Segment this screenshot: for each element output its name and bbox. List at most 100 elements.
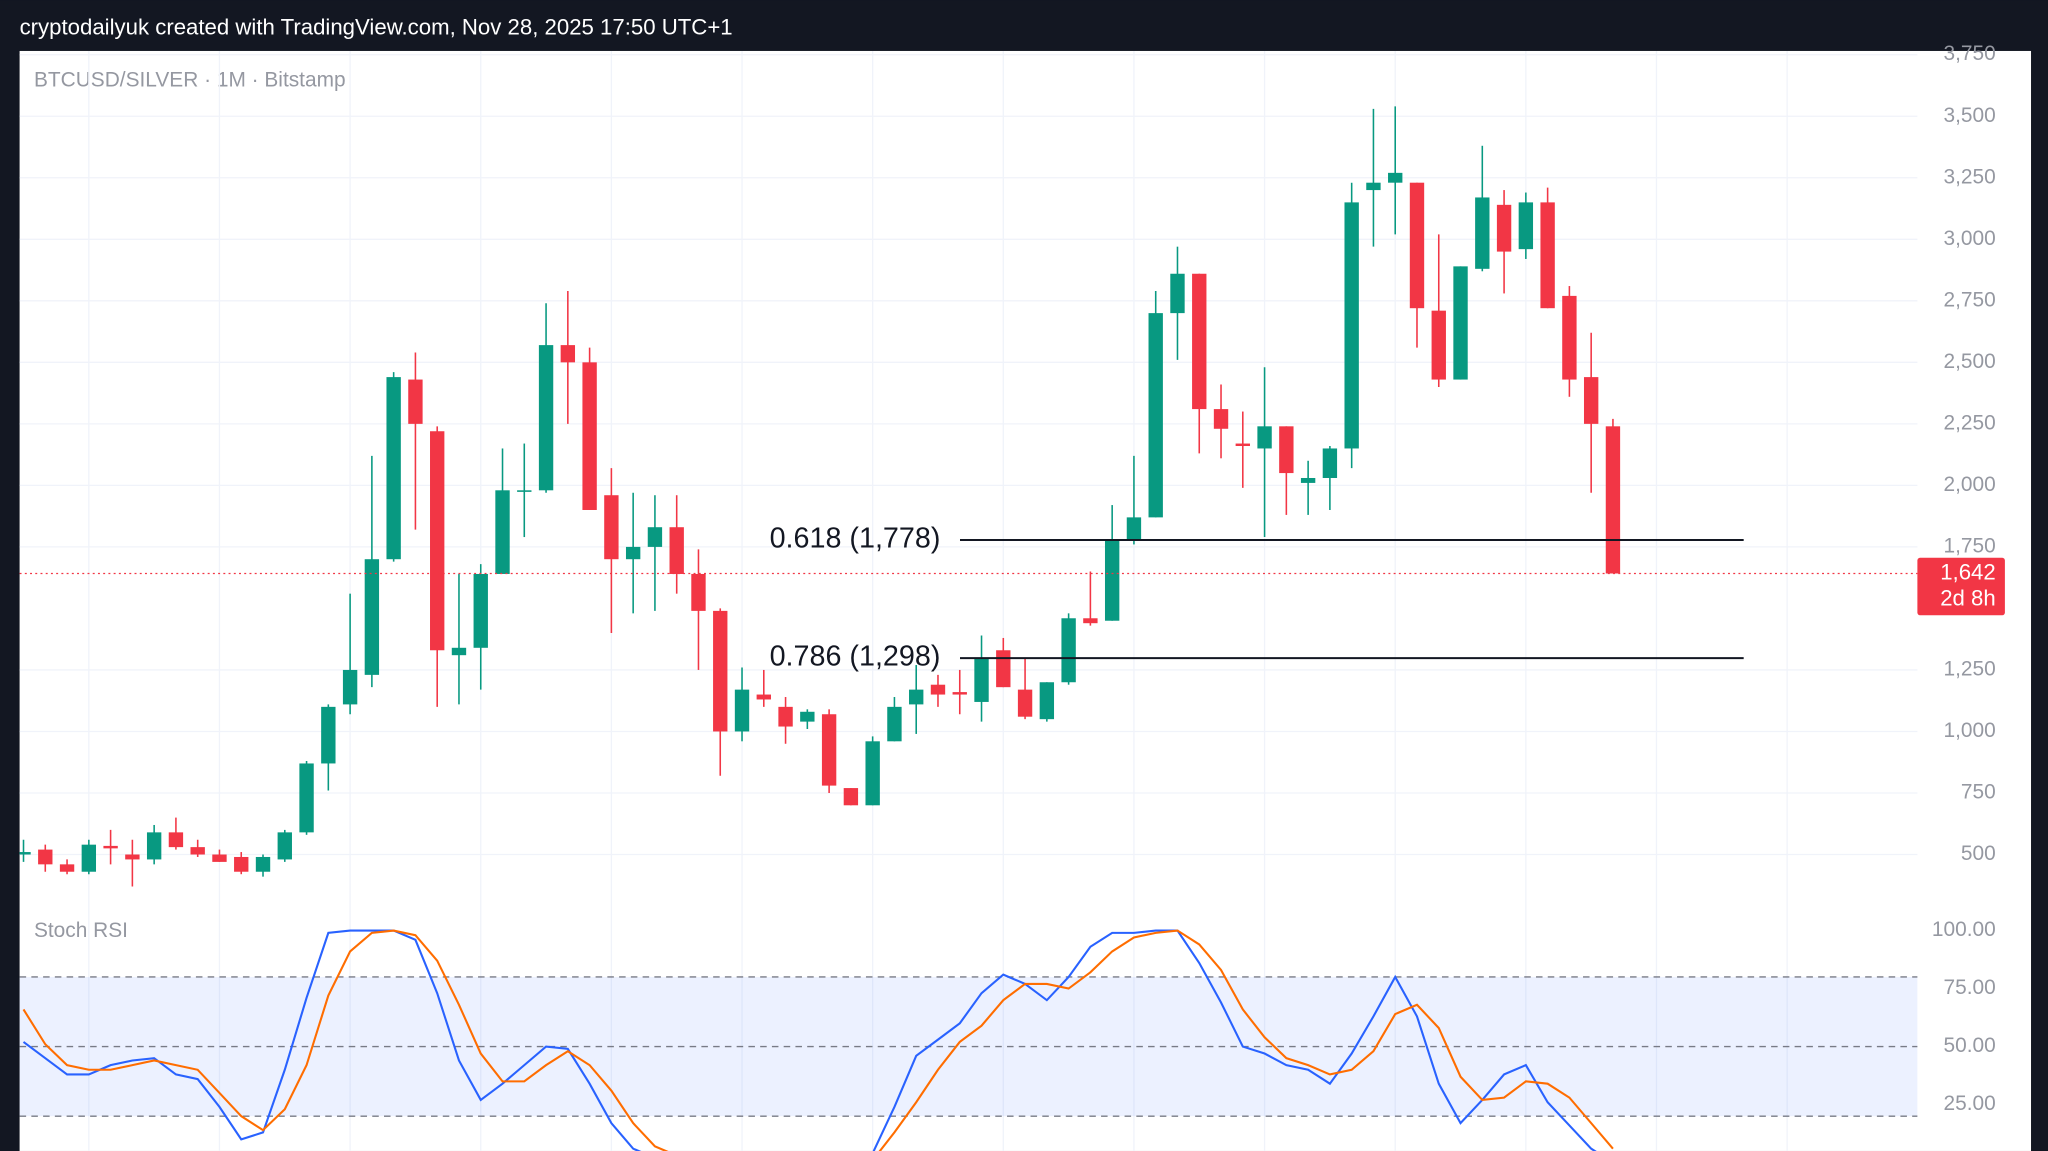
- candle-body: [125, 854, 140, 860]
- candle-body: [1300, 477, 1316, 483]
- fib-label: 0.618 (1,778): [770, 523, 941, 555]
- chart-title: BTCUSD/SILVER · 1M · Bitstamp: [34, 69, 346, 92]
- candle-body: [255, 856, 271, 872]
- candle-body: [1017, 689, 1033, 717]
- candle-body: [430, 431, 445, 651]
- candle-body: [1605, 426, 1621, 574]
- candle-body: [1409, 182, 1425, 309]
- candle-body: [212, 854, 227, 862]
- candle-body: [1126, 517, 1142, 540]
- candle-body: [538, 345, 554, 491]
- candle-body: [408, 379, 423, 424]
- y-tick-label: 1,250: [1944, 657, 1996, 680]
- candle-body: [168, 832, 184, 848]
- candle-body: [1388, 172, 1403, 183]
- candle-body: [930, 684, 946, 695]
- stoch-line: [22, 929, 1597, 1151]
- header-text: cryptodailyuk created with TradingView.c…: [20, 15, 733, 40]
- candle-body: [234, 856, 249, 872]
- stoch-line: [22, 929, 1614, 1151]
- candle-body: [734, 689, 750, 732]
- candle-body: [451, 647, 467, 656]
- candle-body: [1562, 295, 1577, 380]
- candle-body: [1540, 202, 1555, 309]
- candle-body: [1322, 448, 1338, 478]
- candle-body: [1083, 618, 1098, 624]
- candle-body: [1366, 182, 1381, 191]
- candle-body: [38, 849, 53, 865]
- candle-body: [582, 362, 597, 510]
- candle-body: [778, 706, 793, 727]
- candle-body: [669, 527, 684, 574]
- last-price-box: [1917, 557, 2005, 616]
- candle-body: [1344, 202, 1359, 449]
- candle-body: [756, 694, 771, 700]
- candle-body: [691, 573, 706, 611]
- candle-body: [1453, 266, 1468, 380]
- y-tick-label: 2,250: [1944, 411, 1996, 434]
- y-tick-label: 50.00: [1944, 1034, 1996, 1057]
- candle-body: [364, 559, 380, 675]
- y-tick-label: 3,000: [1944, 227, 1996, 250]
- candle-body: [952, 692, 967, 695]
- y-tick-label: 500: [1961, 842, 1996, 865]
- candle-body: [604, 495, 619, 560]
- candle-body: [386, 377, 401, 560]
- candle-body: [277, 832, 292, 860]
- y-tick-label: 2,000: [1944, 473, 1996, 496]
- candle-body: [19, 852, 31, 855]
- candle-body: [1583, 377, 1599, 424]
- y-tick-label: 1,750: [1944, 534, 1996, 557]
- candle-body: [1279, 426, 1294, 474]
- candle-body: [1475, 197, 1490, 269]
- candle-body: [843, 788, 859, 806]
- y-tick-label: 750: [1961, 781, 1996, 804]
- candle-body: [800, 711, 815, 722]
- chart-area: [19, 50, 2032, 1151]
- candle-body: [1061, 618, 1076, 683]
- candle-body: [517, 490, 532, 492]
- y-tick-label: 3,750: [1944, 42, 1996, 65]
- y-tick-label: 100.00: [1932, 918, 1996, 941]
- candle-body: [1192, 273, 1207, 410]
- candle-body: [1170, 273, 1185, 314]
- candle-body: [996, 650, 1011, 688]
- fib-label: 0.786 (1,298): [770, 641, 941, 673]
- lines: [22, 929, 1614, 1151]
- y-tick-label: 1,000: [1944, 719, 1996, 742]
- candle-body: [1257, 426, 1272, 449]
- candle-body: [887, 706, 902, 742]
- last-price-label: 1,642: [1940, 559, 1996, 584]
- candle-body: [1431, 310, 1446, 380]
- candle-body: [821, 714, 837, 786]
- candle-body: [81, 844, 97, 872]
- candle-body: [974, 657, 989, 702]
- candle-body: [321, 706, 336, 764]
- candle-body: [190, 847, 205, 855]
- candle-body: [1039, 682, 1055, 720]
- candle-body: [647, 527, 663, 547]
- candle-body: [1213, 409, 1229, 429]
- y-tick-label: 75.00: [1944, 976, 1996, 999]
- candles: [19, 106, 1621, 887]
- y-tick-label: 3,250: [1944, 165, 1996, 188]
- y-tick-label: 3,500: [1944, 104, 1996, 127]
- indicator-title: Stoch RSI: [34, 919, 128, 942]
- candle-body: [146, 832, 162, 860]
- candle-body: [909, 689, 924, 705]
- candle-body: [713, 610, 728, 732]
- candle-body: [299, 763, 314, 833]
- candle-body: [1235, 443, 1250, 447]
- candle-body: [473, 573, 488, 648]
- y-tick-label: 2,500: [1944, 350, 1996, 373]
- countdown-label: 2d 8h: [1940, 585, 1996, 610]
- candle-body: [560, 345, 576, 363]
- candle-body: [342, 669, 358, 705]
- candle-body: [59, 864, 75, 872]
- y-tick-label: 25.00: [1944, 1092, 1996, 1115]
- candle-body: [865, 741, 880, 806]
- candle-body: [1148, 313, 1163, 518]
- candle-body: [1518, 202, 1534, 250]
